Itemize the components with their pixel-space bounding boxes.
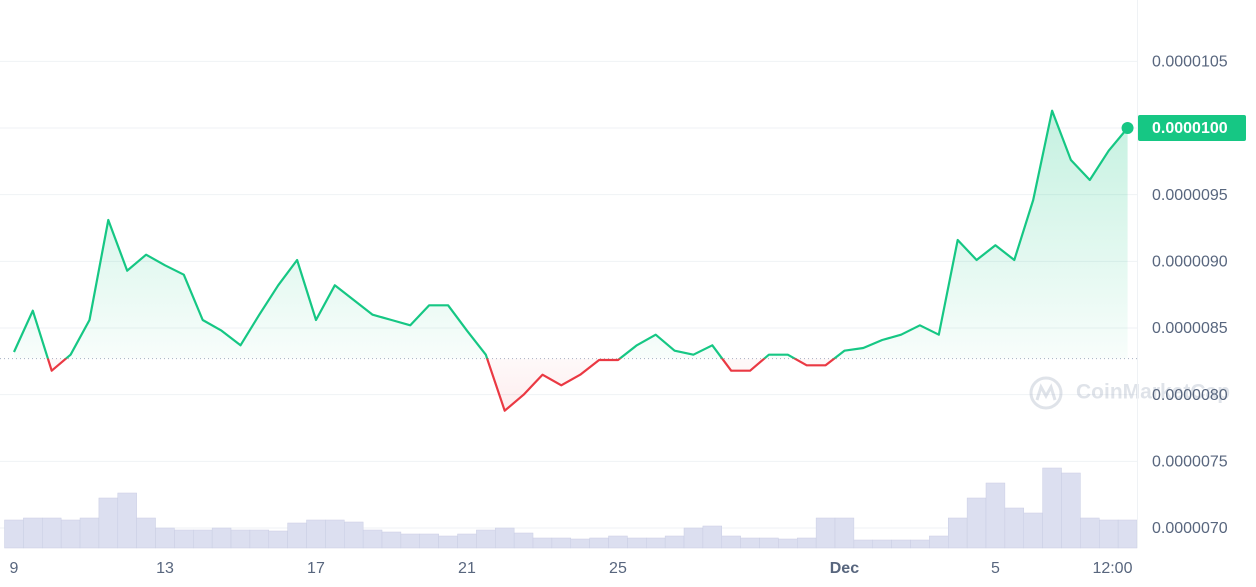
- y-tick-label: 0.0000085: [1152, 320, 1228, 337]
- volume-bar: [910, 539, 930, 549]
- volume-bar: [1004, 507, 1025, 549]
- volume-bar: [344, 521, 364, 549]
- volume-bar: [929, 535, 949, 549]
- x-tick-label: 21: [458, 560, 476, 577]
- x-tick-label: Dec: [830, 560, 859, 577]
- volume-bar: [476, 529, 496, 549]
- y-tick-label: 0.0000105: [1152, 54, 1228, 71]
- volume-bar: [174, 529, 194, 549]
- volume-bar: [136, 517, 156, 549]
- volume-bar: [759, 537, 779, 549]
- volume-bar: [155, 527, 175, 549]
- volume-bar: [627, 537, 647, 549]
- volume-bar: [4, 519, 24, 549]
- volume-bar: [513, 532, 534, 549]
- volume-bar: [966, 497, 987, 549]
- volume-bar: [664, 535, 685, 549]
- volume-bar: [230, 529, 251, 549]
- volume-bar: [891, 539, 911, 549]
- price-area: [13, 110, 1128, 411]
- x-tick-label: 5: [991, 560, 1000, 577]
- volume-bar: [551, 537, 572, 549]
- y-tick-label: 0.0000095: [1152, 187, 1228, 204]
- volume-bar: [853, 539, 874, 549]
- volume-bar: [23, 517, 43, 549]
- volume-bar: [287, 522, 307, 549]
- volume-bar: [1117, 519, 1138, 549]
- volume-bar: [778, 538, 798, 549]
- y-tick-label: 0.0000075: [1152, 454, 1228, 471]
- volume-bar: [815, 517, 836, 549]
- volume-bar: [457, 533, 477, 549]
- y-tick-label: 0.0000070: [1152, 520, 1228, 537]
- current-price-pill: [1138, 115, 1246, 141]
- volume-bar: [362, 529, 383, 549]
- volume-bar: [683, 527, 704, 549]
- volume-bar: [249, 529, 270, 549]
- watermark-text: CoinMarketCap: [1076, 381, 1230, 404]
- volume-bar: [381, 531, 402, 549]
- volume-bar: [740, 537, 760, 549]
- volume-bar: [1080, 517, 1100, 549]
- volume-bar: [570, 538, 590, 549]
- volume-bar: [211, 527, 232, 549]
- volume-bar: [1042, 467, 1062, 549]
- volume-bar: [79, 517, 100, 549]
- current-price-dot: [1121, 122, 1134, 134]
- volume-bar: [419, 533, 439, 549]
- volume-bar: [646, 537, 666, 549]
- volume-bar: [797, 537, 817, 549]
- x-tick-label: 12:00: [1092, 560, 1132, 577]
- volume-bar: [608, 535, 628, 549]
- watermark: CoinMarketCap: [1029, 376, 1230, 410]
- volume-bar: [1061, 472, 1081, 549]
- volume-bar: [721, 535, 741, 549]
- volume-bar: [985, 482, 1006, 549]
- volume-bar: [1023, 512, 1043, 549]
- volume-bar: [400, 533, 421, 549]
- x-tick-label: 25: [609, 560, 627, 577]
- volume-bar: [325, 519, 345, 549]
- y-tick-label: 0.0000080: [1152, 387, 1228, 404]
- x-tick-label: 9: [10, 560, 19, 577]
- volume-bar: [872, 539, 892, 549]
- volume-bar: [834, 517, 855, 549]
- price-line: [12, 109, 1129, 412]
- volume-bar: [532, 537, 553, 549]
- volume-bars: [4, 467, 1138, 549]
- x-tick-label: 17: [307, 560, 325, 577]
- volume-bar: [948, 517, 968, 549]
- volume-bar: [306, 519, 326, 549]
- x-tick-label: 13: [156, 560, 174, 577]
- volume-bar: [117, 492, 137, 549]
- volume-bar: [438, 535, 458, 549]
- volume-bar: [702, 525, 723, 549]
- y-tick-label: 0.0000090: [1152, 254, 1228, 271]
- volume-bar: [268, 530, 288, 549]
- volume-bar: [193, 529, 213, 549]
- volume-bar: [98, 497, 119, 549]
- volume-bar: [60, 519, 81, 549]
- volume-bar: [589, 537, 609, 549]
- current-price-label: 0.0000100: [1152, 120, 1228, 137]
- volume-bar: [42, 517, 62, 549]
- volume-bar: [495, 527, 515, 549]
- volume-bar: [1099, 519, 1119, 549]
